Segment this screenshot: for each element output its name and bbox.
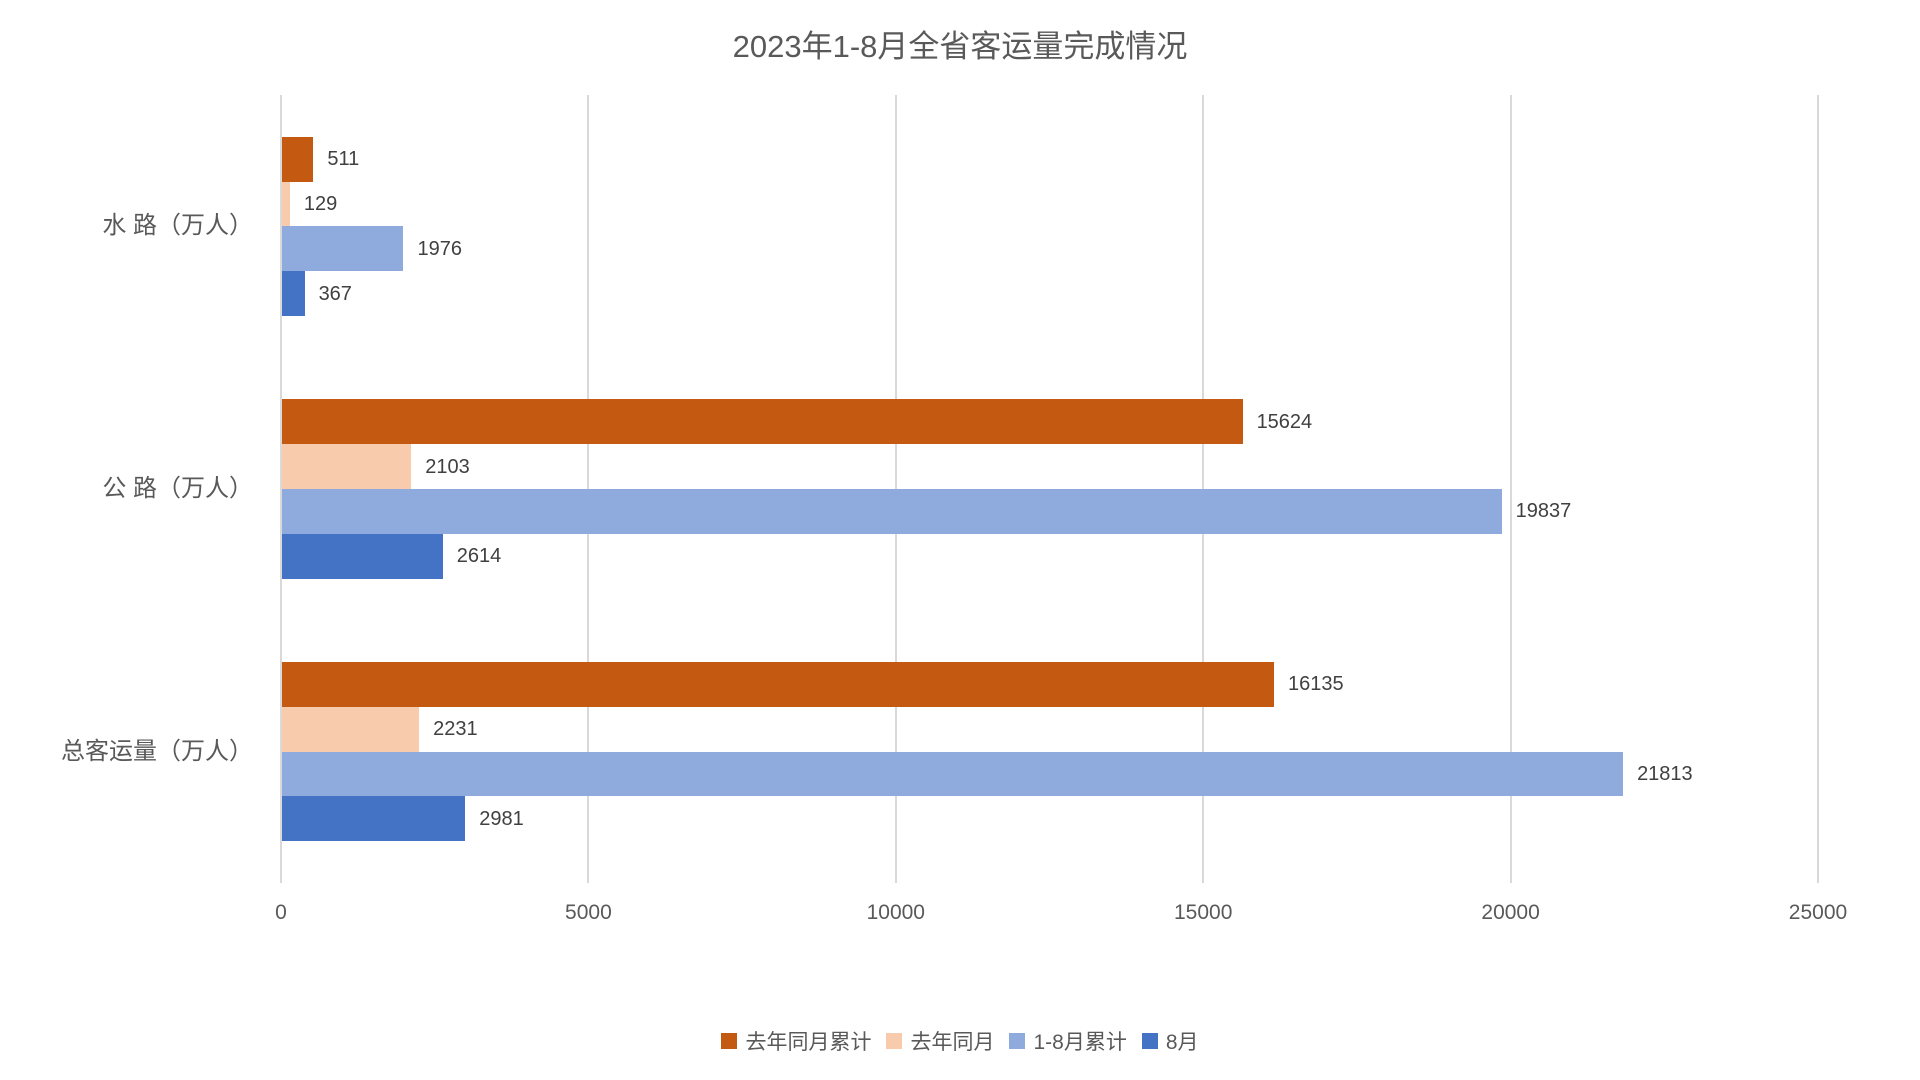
bar-s1-c2 — [282, 706, 420, 752]
x-axis-tick-label: 20000 — [1481, 901, 1540, 924]
bar-value-label: 15624 — [1256, 410, 1313, 433]
bar-s3-c1 — [282, 533, 443, 579]
x-axis-tick-label: 15000 — [1173, 901, 1233, 924]
gridline — [280, 95, 282, 883]
legend-label: 去年同月 — [910, 1031, 995, 1054]
bar-value-label: 1976 — [417, 237, 462, 260]
bar-s0-c1 — [282, 399, 1243, 445]
category-label: 总客运量（万人） — [61, 737, 253, 765]
bar-value-label: 2103 — [425, 455, 470, 478]
bar-value-label: 16135 — [1287, 673, 1344, 696]
legend: 去年同月累计 去年同月 1-8月累计 8月 — [0, 1026, 1920, 1056]
legend-swatch-icon — [1009, 1033, 1026, 1049]
gridline — [1509, 95, 1512, 883]
bar-value-label: 511 — [327, 148, 360, 171]
legend-swatch-icon — [886, 1033, 903, 1049]
bar-value-label: 19837 — [1515, 500, 1572, 523]
bar-value-label: 2981 — [479, 807, 524, 830]
x-axis-tick-label: 5000 — [565, 901, 612, 924]
bar-s1-c0 — [282, 181, 290, 227]
bar-s0-c2 — [282, 662, 1274, 707]
legend-label: 去年同月累计 — [745, 1031, 872, 1054]
legend-swatch-icon — [1141, 1033, 1158, 1049]
bar-value-label: 129 — [303, 192, 338, 215]
category-label: 公 路（万人） — [102, 475, 253, 502]
bar-value-label: 2614 — [456, 545, 502, 568]
bar-s0-c0 — [282, 136, 314, 182]
legend-item: 去年同月累计 — [721, 1026, 871, 1056]
plot-area: 511 129 1976 367 15624 2103 19837 2614 16135 2231… — [280, 95, 1819, 883]
bar-s3-c0 — [282, 271, 305, 316]
legend-item: 去年同月 — [886, 1026, 994, 1056]
bar-s3-c2 — [282, 796, 466, 842]
bar-s2-c1 — [282, 489, 1502, 534]
x-axis-tick-label: 25000 — [1788, 901, 1848, 924]
legend-label: 8月 — [1165, 1031, 1199, 1054]
legend-label: 1-8月累计 — [1033, 1031, 1127, 1054]
legend-item: 8月 — [1141, 1026, 1199, 1056]
x-axis-tick-label: 10000 — [866, 901, 925, 924]
bar-value-label: 367 — [318, 282, 352, 305]
bar-s1-c1 — [282, 444, 412, 489]
bar-s2-c2 — [282, 751, 1624, 797]
chart-title: 2023年1-8月全省客运量完成情况 — [732, 29, 1188, 64]
bar-s2-c0 — [282, 226, 404, 272]
x-axis-tick-label: 0 — [275, 901, 287, 924]
gridline — [1817, 95, 1819, 883]
bar-value-label: 21813 — [1637, 763, 1693, 786]
category-label: 水 路（万人） — [102, 212, 253, 240]
legend-swatch-icon — [721, 1033, 738, 1049]
legend-item: 1-8月累计 — [1009, 1026, 1127, 1056]
bar-value-label: 2231 — [433, 718, 478, 741]
